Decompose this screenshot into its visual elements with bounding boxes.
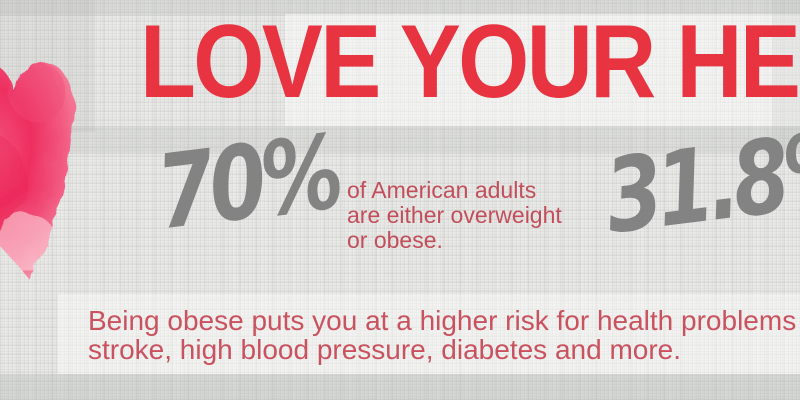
stat-overweight-value: 70% [150, 113, 345, 254]
page-title: LOVE YOUR HE [140, 4, 800, 120]
footer-line: Being obese puts you at a higher risk fo… [88, 305, 800, 336]
stat-caption-line: are either overweight [347, 202, 562, 228]
heart-icon [0, 32, 77, 282]
stat-caption-line: of American adults [347, 177, 537, 203]
footer-paragraph: Being obese puts you at a higher risk fo… [88, 306, 800, 364]
background-patch [0, 374, 800, 400]
footer-line: stroke, high blood pressure, diabetes an… [88, 334, 682, 365]
stat-secondary-value: 31.8% [598, 107, 800, 258]
stat-overweight-caption: of American adults are either overweight… [347, 178, 562, 253]
stat-caption-line: or obese. [347, 227, 443, 253]
